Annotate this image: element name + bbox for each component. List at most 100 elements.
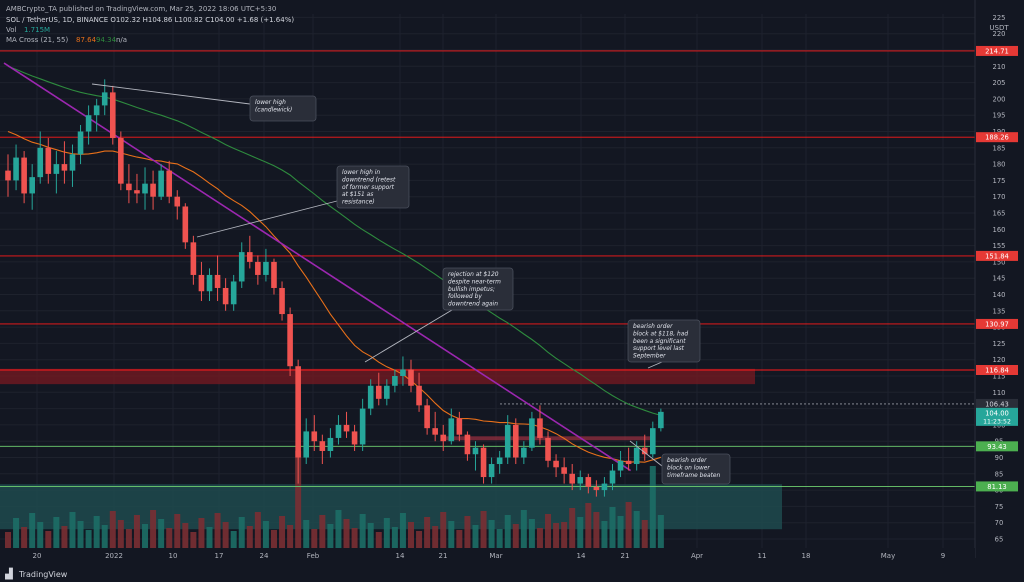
candle-body[interactable] xyxy=(166,170,172,197)
candle-body[interactable] xyxy=(617,460,624,471)
candle-body[interactable] xyxy=(214,274,221,288)
candle-body[interactable] xyxy=(537,418,543,438)
price-level-label: 130.97 xyxy=(985,320,1009,328)
candle-body[interactable] xyxy=(529,418,535,448)
candle-body[interactable] xyxy=(279,287,285,315)
candle-body[interactable] xyxy=(448,418,455,442)
candle-body[interactable] xyxy=(255,261,261,275)
candle-body[interactable] xyxy=(351,431,358,445)
candle-body[interactable] xyxy=(238,252,245,282)
candle-body[interactable] xyxy=(392,376,398,386)
candle-body[interactable] xyxy=(456,418,463,435)
candle-body[interactable] xyxy=(206,274,213,292)
candle-body[interactable] xyxy=(118,138,124,184)
candle-body[interactable] xyxy=(295,366,301,458)
candle-body[interactable] xyxy=(134,190,140,194)
volume-bar xyxy=(254,512,261,548)
candle-body[interactable] xyxy=(287,314,293,367)
candle-body[interactable] xyxy=(384,385,390,399)
candle-body[interactable] xyxy=(319,441,326,451)
volume-bar xyxy=(472,525,479,548)
candle-body[interactable] xyxy=(45,147,52,174)
annotation-text: despite near-term xyxy=(448,279,501,285)
candle-body[interactable] xyxy=(158,170,164,197)
candle-body[interactable] xyxy=(561,467,567,474)
candle-body[interactable] xyxy=(327,437,334,451)
candle-body[interactable] xyxy=(198,274,205,292)
candle-body[interactable] xyxy=(150,183,156,197)
candle-body[interactable] xyxy=(641,447,648,455)
annotation-text: at $151 as xyxy=(342,192,373,198)
candle-body[interactable] xyxy=(77,131,84,155)
candle-body[interactable] xyxy=(504,424,511,458)
candle-body[interactable] xyxy=(13,157,19,181)
candle-body[interactable] xyxy=(464,434,471,455)
candle-body[interactable] xyxy=(69,154,76,171)
candle-body[interactable] xyxy=(488,464,495,478)
candle-body[interactable] xyxy=(303,431,310,458)
candle-body[interactable] xyxy=(142,183,148,194)
candle-body[interactable] xyxy=(230,281,237,305)
annotation-pointer xyxy=(364,309,453,363)
candle-body[interactable] xyxy=(650,428,656,455)
candle-body[interactable] xyxy=(271,261,277,288)
candle-body[interactable] xyxy=(521,447,527,458)
candle-body[interactable] xyxy=(61,164,68,171)
candle-body[interactable] xyxy=(416,385,422,406)
candle-body[interactable] xyxy=(343,424,350,432)
candle-body[interactable] xyxy=(496,457,503,465)
candle-body[interactable] xyxy=(408,369,414,386)
candle-body[interactable] xyxy=(126,183,132,191)
candle-body[interactable] xyxy=(21,157,27,194)
volume-bar xyxy=(37,522,44,548)
candle-body[interactable] xyxy=(174,196,181,207)
candle-body[interactable] xyxy=(658,411,664,429)
candle-body[interactable] xyxy=(577,477,584,484)
candle-body[interactable] xyxy=(633,447,640,465)
candle-body[interactable] xyxy=(512,424,519,458)
candle-body[interactable] xyxy=(247,252,253,262)
volume-bar xyxy=(158,519,165,548)
volume-bar xyxy=(351,528,358,548)
candle-body[interactable] xyxy=(625,460,632,465)
candle-body[interactable] xyxy=(553,460,559,468)
candle-body[interactable] xyxy=(85,115,92,132)
demand-zone xyxy=(0,484,782,530)
candle-body[interactable] xyxy=(263,261,269,275)
candle-body[interactable] xyxy=(101,92,108,106)
candle-body[interactable] xyxy=(432,428,438,435)
annotation-box xyxy=(249,95,317,122)
candle-body[interactable] xyxy=(585,477,592,487)
candle-body[interactable] xyxy=(182,206,189,243)
candle-body[interactable] xyxy=(569,473,575,484)
candle-body[interactable] xyxy=(472,447,479,455)
candle-body[interactable] xyxy=(335,424,342,438)
candle-body[interactable] xyxy=(480,447,487,478)
candle-body[interactable] xyxy=(601,483,608,491)
candle-body[interactable] xyxy=(359,408,366,445)
candle-body[interactable] xyxy=(53,164,60,174)
candle-body[interactable] xyxy=(367,385,374,409)
x-tick-label: 14 xyxy=(396,552,405,560)
candle-body[interactable] xyxy=(5,170,11,181)
candle-body[interactable] xyxy=(93,105,100,116)
candle-body[interactable] xyxy=(375,385,382,399)
candle-body[interactable] xyxy=(311,431,318,442)
x-tick-label: Feb xyxy=(307,552,320,560)
candle-body[interactable] xyxy=(440,434,447,442)
candle-body[interactable] xyxy=(609,470,616,484)
time-axis[interactable]: 20 2022 10 17 24 Feb 14 21 Mar 14 21 Apr 11 18 May 9 xyxy=(33,552,946,560)
candles[interactable] xyxy=(5,79,664,497)
candle-body[interactable] xyxy=(37,147,44,178)
price-level-tag xyxy=(976,250,1018,261)
candle-body[interactable] xyxy=(400,369,406,376)
candle-body[interactable] xyxy=(424,405,430,429)
candle-body[interactable] xyxy=(593,486,600,491)
candle-body[interactable] xyxy=(190,242,197,275)
candle-body[interactable] xyxy=(109,92,116,139)
candle-body[interactable] xyxy=(222,287,229,305)
candle-body[interactable] xyxy=(545,437,551,461)
volume-bar xyxy=(432,526,439,548)
candle-body[interactable] xyxy=(29,177,35,194)
